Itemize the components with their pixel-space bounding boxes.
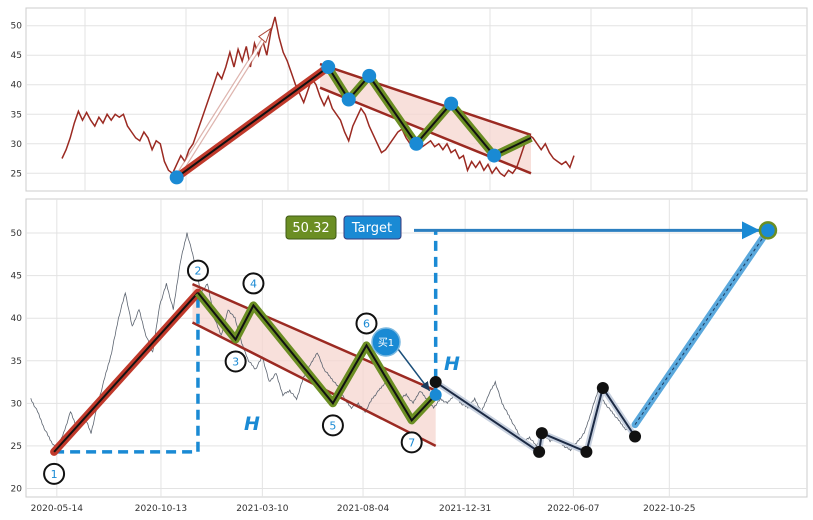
bottom-projection-point — [580, 445, 593, 458]
bottom-projection-point — [596, 382, 609, 395]
bottom-point-label-2: 2 — [194, 265, 201, 278]
bottom-y-tick-label: 45 — [11, 272, 22, 282]
bottom-zigzag-leg-core — [197, 292, 437, 423]
top-pattern-point — [341, 92, 356, 107]
top-y-tick-label: 30 — [11, 140, 23, 150]
bottom-channel-upper — [191, 282, 437, 392]
top-pattern-point — [487, 148, 502, 163]
bottom-point-label-7: 7 — [408, 436, 415, 449]
target-value-box — [285, 215, 337, 240]
bottom-target-leg — [631, 226, 772, 429]
bottom-y-tick-label: 50 — [11, 229, 23, 239]
bottom-y-tick-label: 35 — [11, 357, 22, 367]
bottom-x-tick-label: 2021-12-31 — [439, 504, 491, 514]
bottom-x-tick-label: 2020-10-13 — [135, 504, 187, 514]
target-label-tag: Target — [343, 215, 402, 240]
h-label-left: H — [244, 413, 260, 435]
bottom-point-label-6: 6 — [363, 317, 370, 330]
bottom-point-marker-5 — [321, 414, 344, 437]
top-channel-fill — [320, 64, 531, 174]
bottom-impulse-leg-core — [53, 291, 199, 453]
bottom-point-marker-1 — [43, 462, 66, 485]
top-trend-arrow-inner — [175, 33, 268, 179]
h-label-right: H — [444, 353, 460, 375]
target-value-text: 50.32 — [292, 221, 329, 236]
bottom-breakout-point — [429, 388, 442, 401]
bottom-point-label-3: 3 — [232, 355, 239, 368]
bottom-y-tick-label: 25 — [11, 442, 22, 452]
bottom-point-label-1: 1 — [51, 468, 58, 481]
bottom-target-point — [758, 221, 778, 240]
bottom-projection-point — [429, 376, 442, 389]
bottom-y-tick-label: 40 — [11, 314, 23, 324]
bottom-x-tick-label: 2021-03-10 — [236, 504, 289, 514]
bottom-point-marker-3 — [224, 350, 247, 373]
bottom-point-label-5: 5 — [329, 419, 336, 432]
top-y-tick-label: 25 — [11, 169, 22, 179]
top-pattern-point — [444, 96, 459, 111]
annotation-layer: 50.32 Target H H 买1 — [244, 215, 460, 435]
bottom-point-label-4: 4 — [250, 277, 257, 290]
top-y-tick-label: 40 — [11, 81, 23, 91]
top-pattern-point — [169, 170, 184, 185]
bottom-projection-path — [435, 381, 636, 454]
bottom-x-tick-label: 2022-06-07 — [547, 504, 599, 514]
bottom-projection-point — [533, 445, 546, 458]
bottom-buy-arrow — [397, 348, 431, 392]
buy-marker-circle — [371, 327, 401, 357]
top-pattern-point — [409, 136, 424, 151]
top-y-tick-label: 45 — [11, 51, 22, 61]
top-pattern-point — [321, 60, 336, 75]
bottom-projection-point — [535, 427, 548, 440]
bottom-x-tick-label: 2020-05-14 — [31, 504, 84, 514]
top-chart: 25 30 35 40 45 50 — [11, 7, 808, 192]
top-price-line — [61, 16, 575, 178]
bottom-channel-fill — [192, 284, 436, 446]
bottom-point-marker-4 — [242, 272, 265, 295]
bottom-projection-point — [629, 430, 642, 443]
bottom-y-tick-label: 20 — [11, 484, 23, 494]
target-label-text: Target — [351, 221, 392, 236]
buy-marker: 买1 — [371, 327, 401, 357]
top-y-tick-label: 35 — [11, 110, 22, 120]
top-channel-upper — [319, 62, 532, 137]
bottom-point-marker-6 — [355, 312, 378, 335]
bottom-x-tick-label: 2021-08-04 — [337, 504, 390, 514]
bottom-point-marker-2 — [186, 259, 209, 282]
buy-marker-text: 买1 — [378, 337, 394, 349]
bottom-x-tick-label: 2022-10-25 — [643, 504, 695, 514]
top-y-tick-label: 50 — [11, 22, 23, 32]
target-label-box — [343, 215, 402, 240]
top-impulse-leg-core — [176, 66, 329, 179]
top-trend-arrow-head — [257, 27, 272, 44]
top-pattern-point — [362, 68, 377, 83]
bottom-price-line — [30, 232, 632, 452]
bottom-point-marker-7 — [400, 431, 423, 454]
bottom-y-tick-label: 30 — [11, 399, 23, 409]
target-value-tag: 50.32 — [285, 215, 337, 240]
